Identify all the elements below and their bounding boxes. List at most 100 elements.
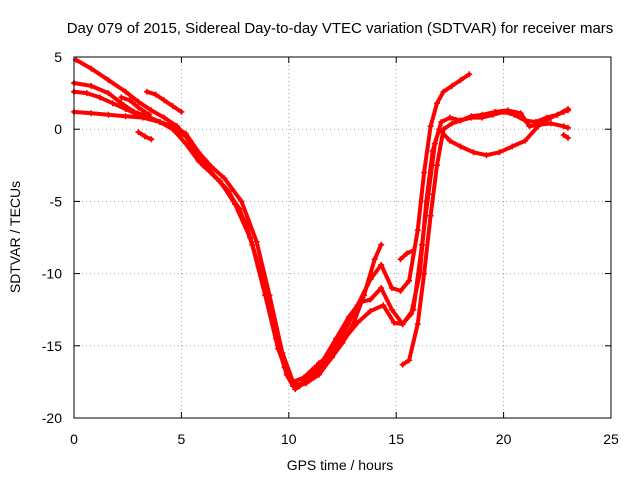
data-point <box>292 383 299 390</box>
data-point <box>565 124 571 131</box>
y-tick-label: -15 <box>42 338 62 354</box>
data-point <box>457 77 464 84</box>
data-point <box>399 321 406 328</box>
axis-ticks: 0 5 10 15 20 25 -20 -15 -10 -5 0 5 <box>42 49 619 447</box>
x-tick-label: 5 <box>178 431 186 447</box>
data-point <box>279 350 286 356</box>
data-point <box>522 117 529 124</box>
data-point <box>88 82 95 89</box>
series-track-b <box>71 80 322 393</box>
data-point <box>333 335 340 342</box>
data-point <box>496 149 503 156</box>
data-point <box>148 107 155 114</box>
data-point <box>440 88 447 95</box>
data-point <box>466 71 473 78</box>
data-point <box>511 111 518 118</box>
data-point <box>560 132 567 138</box>
data-point <box>468 114 475 121</box>
data-point <box>414 227 421 234</box>
data-point <box>105 77 112 84</box>
data-point <box>526 123 533 130</box>
data-point <box>341 335 348 342</box>
data-point <box>178 108 185 115</box>
data-point <box>414 321 421 328</box>
data-point <box>434 100 440 107</box>
data-point <box>449 82 455 89</box>
data-point <box>500 108 507 115</box>
y-tick-label: 0 <box>54 121 62 137</box>
data-point <box>449 120 455 127</box>
data-point <box>423 198 430 205</box>
series-track-g <box>135 129 155 143</box>
data-point <box>483 152 490 159</box>
data-point <box>195 149 202 156</box>
data-point <box>565 134 571 141</box>
data-point <box>135 98 142 105</box>
data-point <box>169 103 176 110</box>
data-point <box>517 110 524 117</box>
data-point <box>554 111 561 118</box>
data-point <box>135 104 142 111</box>
y-axis-label: SDTVAR / TECUs <box>7 181 23 293</box>
x-tick-label: 20 <box>496 431 512 447</box>
series-line <box>74 57 323 389</box>
data-point <box>378 285 385 291</box>
data-point <box>169 123 176 130</box>
data-point <box>427 123 434 130</box>
data-point <box>141 133 148 140</box>
x-tick-label: 0 <box>70 431 78 447</box>
chart-title: Day 079 of 2015, Sidereal Day-to-day VTE… <box>67 20 614 37</box>
data-point <box>446 114 453 121</box>
data-point <box>345 313 352 320</box>
data-point <box>434 162 440 169</box>
data-point <box>479 114 486 121</box>
series-track-c <box>71 88 314 390</box>
data-point <box>565 106 571 112</box>
data-point <box>328 354 335 361</box>
series-line <box>293 108 570 389</box>
data-point <box>408 311 415 317</box>
series-track-e <box>118 94 153 118</box>
data-point <box>249 241 256 248</box>
data-point <box>148 136 155 143</box>
data-point <box>440 126 447 133</box>
x-tick-label: 10 <box>281 431 297 447</box>
data-point <box>303 380 309 387</box>
data-point <box>290 378 297 385</box>
data-point <box>152 91 159 98</box>
data-point <box>122 88 129 95</box>
data-point <box>397 287 404 294</box>
data-point <box>161 97 168 104</box>
data-point <box>238 198 245 205</box>
data-point <box>399 361 406 368</box>
data-point <box>135 129 142 136</box>
data-point <box>253 238 260 245</box>
data-point <box>457 143 464 150</box>
series-line <box>72 89 313 389</box>
data-point <box>509 143 516 150</box>
data-point <box>266 292 273 299</box>
data-point <box>421 270 428 277</box>
series-line <box>119 95 152 117</box>
y-tick-label: -10 <box>42 266 62 282</box>
data-point <box>403 250 410 257</box>
data-point <box>126 97 133 104</box>
data-point <box>535 123 541 130</box>
data-point <box>146 111 153 118</box>
x-tick-label: 15 <box>388 431 404 447</box>
data-point <box>367 296 374 303</box>
series-track-l <box>399 106 571 368</box>
y-tick-label: -5 <box>50 193 63 209</box>
data-point <box>83 90 90 97</box>
data-point <box>139 114 146 121</box>
data-point <box>421 169 428 176</box>
data-point <box>532 119 539 125</box>
data-point <box>208 169 215 176</box>
data-point <box>371 256 378 263</box>
data-point <box>378 261 385 268</box>
data-point <box>315 371 322 378</box>
data-point <box>208 163 215 170</box>
series-track-n <box>560 132 571 141</box>
data-point <box>221 175 228 182</box>
